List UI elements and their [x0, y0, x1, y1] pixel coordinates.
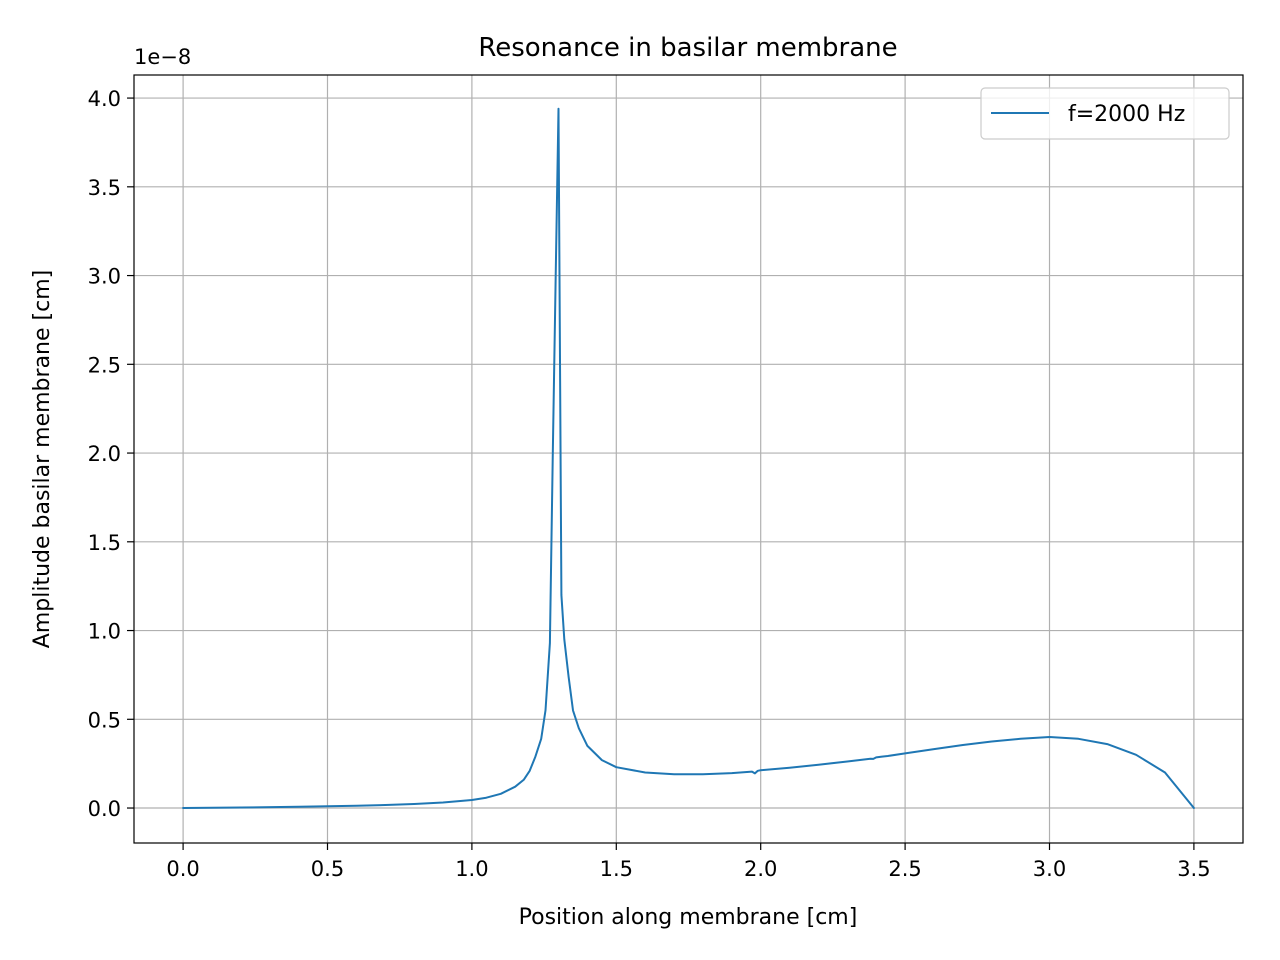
- x-tick-label: 3.5: [1177, 857, 1210, 881]
- y-axis-label: Amplitude basilar membrane [cm]: [30, 270, 55, 648]
- y-offset-label: 1e−8: [134, 45, 191, 69]
- chart-title: Resonance in basilar membrane: [478, 33, 897, 63]
- plot-frame: [133, 74, 1244, 844]
- x-tick-label: 1.0: [455, 857, 488, 881]
- series-layer: [182, 107, 1195, 809]
- y-tick-label: 0.5: [88, 708, 121, 732]
- x-axis-label: Position along membrane [cm]: [519, 905, 858, 930]
- y-tick-label: 1.5: [88, 531, 121, 555]
- legend-box: [980, 87, 1230, 140]
- x-tick-label: 3.0: [1033, 857, 1066, 881]
- y-tick-label: 2.5: [88, 353, 121, 377]
- y-tick-label: 3.0: [88, 265, 121, 289]
- series-line-f2000hz: [182, 107, 1195, 809]
- x-tick-label: 0.0: [166, 857, 199, 881]
- plot-area-background: [134, 75, 1243, 843]
- x-tick-label: 2.0: [744, 857, 777, 881]
- x-tick-label: 1.5: [600, 857, 633, 881]
- legend-label: f=2000 Hz: [1068, 102, 1185, 127]
- y-tick-label: 4.0: [88, 87, 121, 111]
- y-tick-label: 3.5: [88, 176, 121, 200]
- x-tick-label: 0.5: [311, 857, 344, 881]
- grid-lines: [134, 75, 1243, 843]
- y-tick-label: 2.0: [88, 442, 121, 466]
- y-tick-label: 1.0: [88, 620, 121, 644]
- x-tick-label: 2.5: [888, 857, 921, 881]
- axis-ticks: 0.0 0.5 1.0 1.5 2.0 2.5 3.0 3.5 0.0 0.5 1.0 1.5 2.0 2…: [88, 87, 1211, 881]
- y-tick-label: 0.0: [88, 797, 121, 821]
- legend: f=2000 Hz: [980, 87, 1230, 140]
